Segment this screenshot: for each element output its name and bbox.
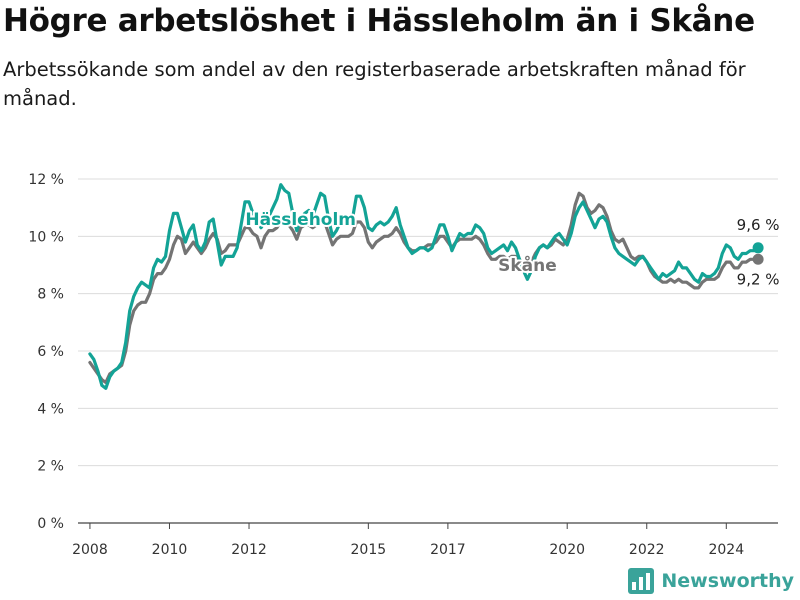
x-tick-label: 2020 [549,542,585,558]
end-value-label-hassleholm: 9,6 % [737,216,780,234]
end-point-skane [752,253,764,265]
x-tick-label: 2015 [351,542,387,558]
y-tick-label: 2 % [37,459,64,475]
y-tick-label: 8 % [37,287,64,303]
page-title: Högre arbetslöshet i Hässleholm än i Skå… [3,3,755,39]
chart-labels: Hässleholm 9,6 % Skåne 9,2 % [243,208,780,288]
gridlines [78,178,778,467]
y-tick-label: 10 % [28,229,64,245]
y-tick-label: 0 % [37,516,64,532]
chart-axes: 0 % 2 % 4 % 6 % 8 % 10 % 12 % 2008 2010 2012 2015 2… [28,172,778,558]
y-tick-label: 4 % [37,401,64,417]
data-series [88,183,764,390]
end-point-hassleholm [752,242,764,254]
y-tick-label: 6 % [37,344,64,360]
series-label-skane: Skåne [498,254,557,276]
series-label-hassleholm: Hässleholm [245,210,356,230]
x-tick-label: 2010 [152,542,188,558]
x-tick-label: 2017 [430,542,466,558]
newsworthy-logo-icon [628,568,655,594]
x-tick-label: 2008 [72,542,108,558]
x-tick-label: 2024 [708,542,744,558]
newsworthy-brand[interactable]: Newsworthy [628,568,794,594]
page-subtitle: Arbetssökande som andel av den registerb… [3,58,746,110]
y-tick-label: 12 % [28,172,64,188]
x-tick-label: 2022 [629,542,665,558]
brand-name: Newsworthy [661,570,794,592]
end-value-label-skane: 9,2 % [737,270,780,288]
series-line-skane [88,191,760,385]
series-line-hassleholm [88,183,760,390]
x-tick-label: 2012 [231,542,267,558]
